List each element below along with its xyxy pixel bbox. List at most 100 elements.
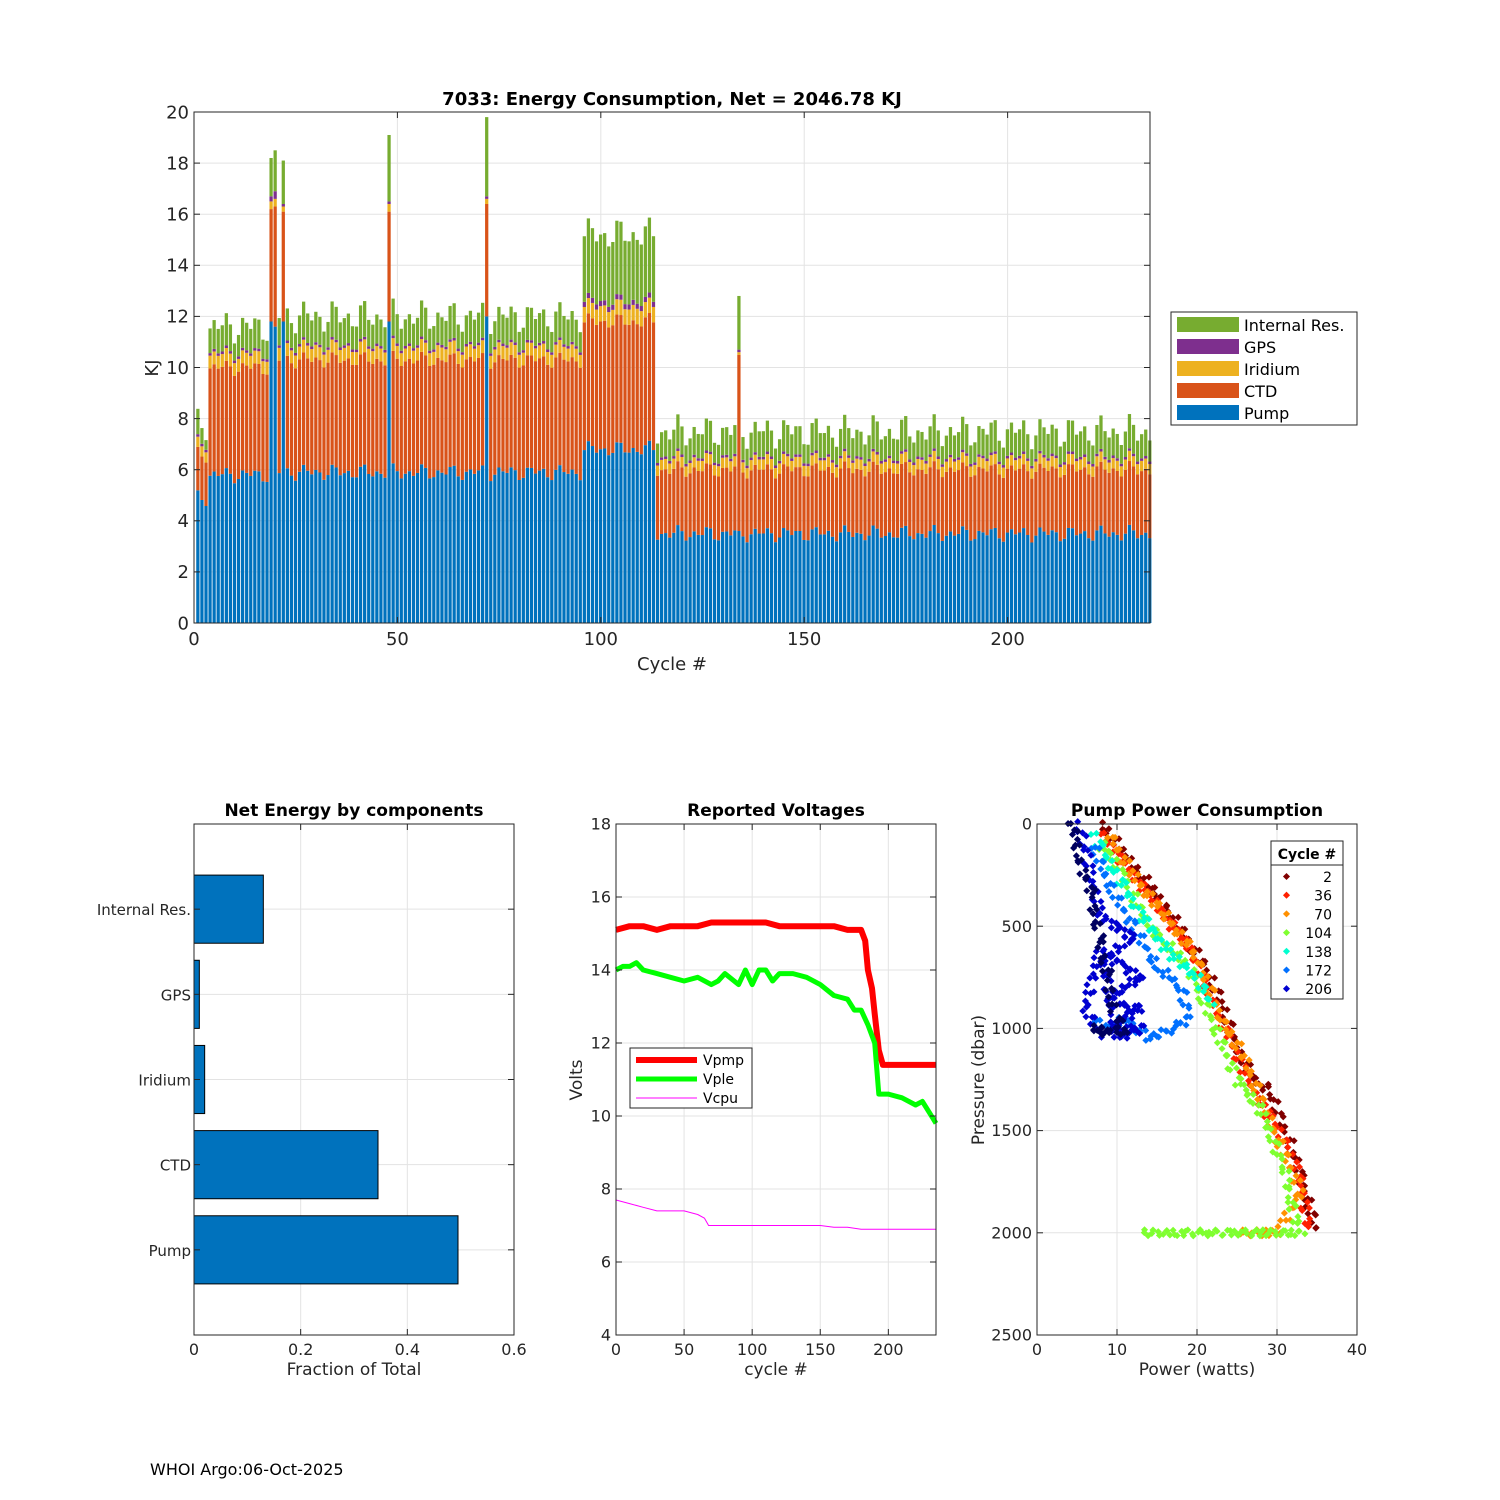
pump-point-cycle-206 xyxy=(1114,948,1123,956)
energy-bar-pump xyxy=(1026,534,1030,623)
energy-bar-gps xyxy=(489,353,493,356)
energy-bar-ctd xyxy=(460,367,464,480)
energy-bar-iridium xyxy=(424,342,428,356)
energy-bar-ctd xyxy=(773,478,778,543)
energy-bar-gps xyxy=(737,349,741,353)
energy-bar-ctd xyxy=(977,467,981,531)
energy-bar-internal-res xyxy=(432,326,436,350)
pump-point-cycle-206 xyxy=(1089,877,1097,885)
pump-point-cycle-2 xyxy=(1211,974,1219,982)
energy-bar-iridium xyxy=(277,347,281,361)
energy-bar-iridium xyxy=(672,458,676,469)
energy-bar-iridium xyxy=(273,198,277,207)
energy-bar-internal-res xyxy=(391,298,395,336)
energy-bar-gps xyxy=(509,339,513,343)
energy-bar-gps xyxy=(1030,465,1034,469)
energy-bar-ctd xyxy=(265,374,269,482)
pump-point-cycle-138 xyxy=(1165,955,1173,963)
energy-bar-iridium xyxy=(265,361,269,375)
energy-bar-iridium xyxy=(920,459,924,470)
energy-bar-pump xyxy=(464,471,468,623)
pump-point-cycle-70 xyxy=(1250,1086,1258,1094)
energy-bar-ctd xyxy=(603,320,607,449)
energy-bar-iridium xyxy=(387,203,391,212)
energy-bar-ctd xyxy=(855,468,859,533)
energy-bar-gps xyxy=(928,454,932,457)
pump-point-cycle-70 xyxy=(1225,1031,1233,1039)
pump-point-cycle-2 xyxy=(1218,998,1226,1006)
energy-bar-pump xyxy=(293,480,298,623)
energy-bar-internal-res xyxy=(900,419,904,452)
pump-point-cycle-206 xyxy=(1086,974,1094,982)
energy-bar-ctd xyxy=(501,358,505,472)
energy-bar-iridium xyxy=(505,347,509,361)
energy-bar-gps xyxy=(668,460,672,464)
energy-bar-gps xyxy=(285,340,289,344)
pump-point-cycle-206 xyxy=(1123,1034,1131,1042)
pump-point-cycle-104 xyxy=(1221,1038,1229,1046)
energy-bar-pump xyxy=(590,446,595,623)
energy-bar-pump xyxy=(338,475,342,623)
energy-bar-ctd xyxy=(965,466,969,530)
pump-point-cycle-70 xyxy=(1292,1172,1300,1180)
energy-bar-internal-res xyxy=(1131,424,1136,454)
energy-bar-iridium xyxy=(721,457,725,468)
pump-point-cycle-other xyxy=(1120,1025,1128,1033)
energy-bar-iridium xyxy=(1034,461,1038,472)
energy-bar-iridium xyxy=(448,341,452,355)
energy-bar-ctd xyxy=(424,355,428,468)
pump-point-cycle-172 xyxy=(1162,1027,1170,1035)
energy-bar-pump xyxy=(562,472,566,623)
energy-bar-iridium xyxy=(782,453,786,465)
energy-bar-iridium xyxy=(729,461,733,472)
pump-point-cycle-104 xyxy=(1218,1231,1226,1240)
energy-bar-pump xyxy=(1099,525,1103,623)
energy-bar-ctd xyxy=(664,469,668,534)
energy-bar-iridium xyxy=(1054,458,1058,469)
energy-bar-gps xyxy=(513,342,517,345)
pump-point-cycle-206 xyxy=(1082,988,1090,996)
energy-bar-internal-res xyxy=(1050,424,1054,454)
energy-bar-gps xyxy=(725,454,729,458)
energy-bar-ctd xyxy=(1087,474,1091,539)
pump-point-cycle-70 xyxy=(1211,986,1219,994)
energy-bar-gps xyxy=(729,458,733,462)
energy-bar-pump xyxy=(847,531,851,623)
pump-point-cycle-70 xyxy=(1228,1041,1236,1049)
energy-bar-iridium xyxy=(1079,459,1083,470)
energy-bar-internal-res xyxy=(826,425,831,455)
energy-bar-gps xyxy=(314,342,318,345)
pump-point-cycle-206 xyxy=(1135,1001,1143,1009)
energy-bar-ctd xyxy=(956,470,961,534)
energy-bar-iridium xyxy=(1026,460,1030,472)
energy-bar-iridium xyxy=(562,346,566,360)
pump-point-cycle-206 xyxy=(1111,942,1119,950)
pump-point-cycle-206 xyxy=(1129,935,1137,943)
energy-bar-iridium xyxy=(415,347,420,361)
energy-bar-internal-res xyxy=(627,241,631,305)
energy-bar-iridium xyxy=(822,460,826,471)
energy-bar-gps xyxy=(810,452,814,456)
pump-point-cycle-2 xyxy=(1174,913,1182,921)
pump-point-cycle-70 xyxy=(1183,941,1191,949)
energy-bar-ctd xyxy=(1079,469,1083,534)
energy-bar-internal-res xyxy=(696,433,700,459)
energy-bar-ctd xyxy=(521,365,525,478)
y-tick-label: 12 xyxy=(591,1034,611,1053)
energy-bar-iridium xyxy=(411,350,416,364)
energy-bar-iridium xyxy=(249,355,253,369)
pump-point-cycle-138 xyxy=(1199,987,1207,996)
energy-bar-ctd xyxy=(383,365,387,478)
energy-bar-pump xyxy=(676,525,680,623)
energy-bar-internal-res xyxy=(802,444,806,464)
energy-bar-pump xyxy=(582,450,586,623)
energy-bar-ctd xyxy=(456,363,460,477)
energy-bar-ctd xyxy=(765,464,770,529)
energy-bar-pump xyxy=(900,527,904,623)
energy-ylabel: KJ xyxy=(142,359,163,376)
energy-bar-iridium xyxy=(651,306,656,323)
energy-bar-ctd xyxy=(989,465,993,530)
energy-bar-internal-res xyxy=(489,333,493,354)
energy-bar-gps xyxy=(196,434,200,437)
